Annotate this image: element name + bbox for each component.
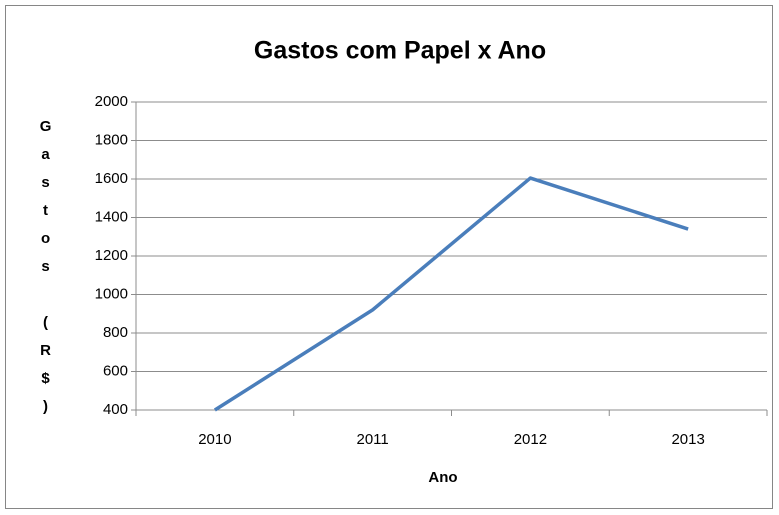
x-tick-label: 2011 [356,431,388,448]
y-tick-label: 2000 [95,93,128,110]
y-axis-label: Gastos (R$) [37,118,54,426]
y-tick-label: 1000 [95,285,128,302]
y-tick-label: 1200 [95,247,128,264]
line-series [213,176,689,412]
y-tick-label: 1600 [95,170,128,187]
y-tick-label: 1400 [95,208,128,225]
chart-title: Gastos com Papel x Ano [254,37,546,65]
chart-border [5,5,773,509]
x-axis-label: Ano [428,469,457,486]
y-tick-label: 1800 [95,131,128,148]
x-tick-label: 2010 [198,431,231,448]
x-tick-label: 2012 [514,431,547,448]
y-tick-label: 600 [103,362,128,379]
x-tick-label: 2013 [671,431,704,448]
y-tick-label: 800 [103,324,128,341]
y-tick-label: 400 [103,401,128,418]
